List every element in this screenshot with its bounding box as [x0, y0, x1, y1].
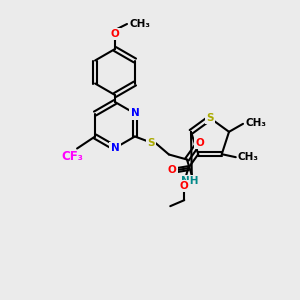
Text: N: N — [130, 109, 139, 118]
Text: CH₃: CH₃ — [245, 118, 266, 128]
Text: O: O — [180, 181, 189, 191]
Text: CH₃: CH₃ — [129, 19, 150, 29]
Text: CH₃: CH₃ — [238, 152, 259, 162]
Text: O: O — [111, 29, 119, 39]
Text: S: S — [206, 113, 214, 123]
Text: N: N — [111, 143, 119, 153]
Text: O: O — [196, 137, 204, 148]
Text: S: S — [147, 137, 155, 148]
Text: NH: NH — [181, 176, 199, 187]
Text: O: O — [168, 165, 177, 175]
Text: CF₃: CF₃ — [61, 150, 83, 163]
